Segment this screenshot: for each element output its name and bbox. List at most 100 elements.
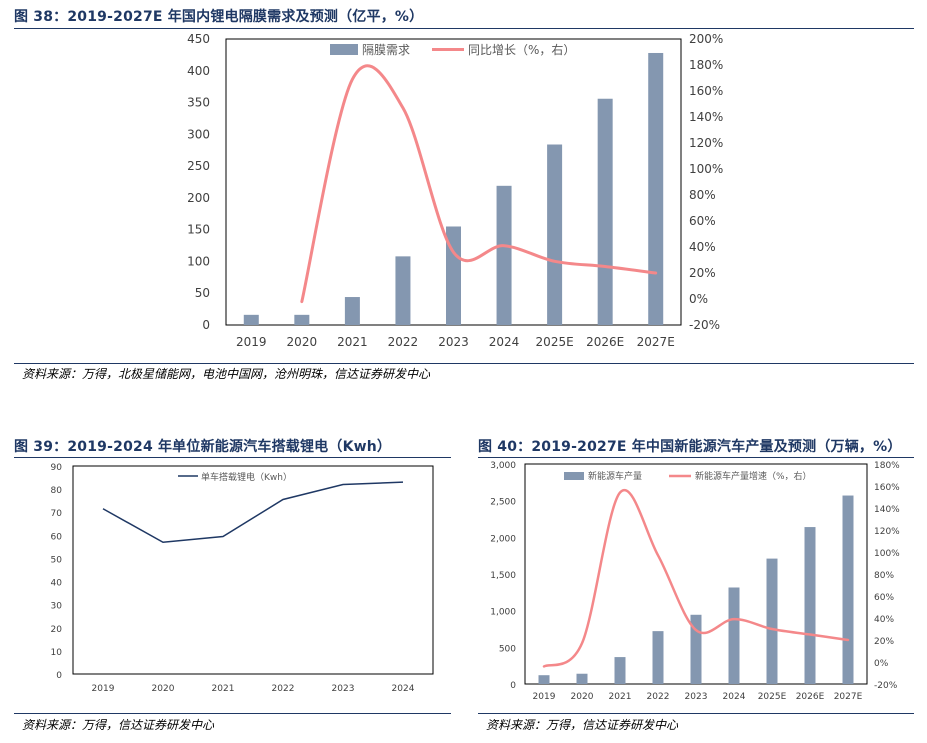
chart-39: 0 10 20 30 40 50 60 70 80 90 2019 2020 2021 2022 2023 2… <box>51 463 434 694</box>
figure-40-title: 图 40：2019-2027E 年中国新能源汽车产量及预测（万辆，%） <box>478 439 902 455</box>
y-left-tick-label: 0 <box>202 318 210 332</box>
figure-38-title-rule <box>14 28 914 29</box>
y-left-tick-label: 100 <box>187 254 210 268</box>
plot-frame <box>72 465 434 675</box>
x-tick-label: 2019 <box>92 684 115 694</box>
figure-39-source-rule <box>14 713 451 714</box>
figure-38-source-rule <box>14 363 914 364</box>
bar <box>652 631 664 684</box>
legend-line-label: 单车搭载锂电（Kwh） <box>201 471 292 483</box>
x-tick-label: 2026E <box>796 692 825 702</box>
y-right-tick-label: 180% <box>689 58 723 72</box>
bar <box>395 256 411 325</box>
y-right-tick-label: 140% <box>874 505 900 515</box>
x-tick-label: 2024 <box>392 684 415 694</box>
legend-bar-swatch <box>564 472 584 480</box>
bar <box>614 657 626 684</box>
y-tick-label: 20 <box>51 625 63 635</box>
bar <box>804 527 816 684</box>
x-tick-label: 2021 <box>212 684 235 694</box>
x-tick-label: 2022 <box>272 684 295 694</box>
y-tick-label: 70 <box>51 509 63 519</box>
growth-line <box>300 64 658 304</box>
y-right-tick-label: 100% <box>689 162 723 176</box>
bar <box>728 587 740 684</box>
bar <box>538 675 550 684</box>
y-left-tick-label: 350 <box>187 96 210 110</box>
y-left-tick-label: 2,000 <box>490 534 516 544</box>
y-tick-label: 30 <box>51 602 63 612</box>
y-right-tick-label: 60% <box>689 214 716 228</box>
y-right-tick-label: 20% <box>689 266 716 280</box>
figure-39-title-rule <box>14 457 451 458</box>
x-tick-label: 2027E <box>637 335 675 349</box>
chart-40: 0 500 1,000 1,500 2,000 2,500 3,000 -20% 0% 20% 40… <box>490 461 900 702</box>
x-tick-label: 2026E <box>586 335 624 349</box>
bar <box>547 144 563 325</box>
y-right-tick-label: 0% <box>689 292 708 306</box>
y-right-tick-label: 140% <box>689 110 723 124</box>
y-right-tick-label: 160% <box>689 84 723 98</box>
bar <box>496 185 512 325</box>
x-tick-label: 2020 <box>571 692 594 702</box>
x-tick-label: 2020 <box>287 335 318 349</box>
y-right-tick-label: 0% <box>874 659 889 669</box>
x-tick-label: 2019 <box>533 692 556 702</box>
y-tick-label: 10 <box>51 648 63 658</box>
y-right-tick-label: 180% <box>874 461 900 471</box>
y-right-tick-label: 160% <box>874 483 900 493</box>
x-tick-label: 2023 <box>332 684 355 694</box>
x-tick-label: 2025E <box>758 692 787 702</box>
y-right-tick-label: 80% <box>874 571 894 581</box>
growth-line <box>542 488 850 668</box>
y-left-tick-label: 150 <box>187 223 210 237</box>
legend-bar-label: 隔膜需求 <box>362 43 410 57</box>
y-right-tick-label: 80% <box>689 188 716 202</box>
x-tick-label: 2019 <box>236 335 267 349</box>
bar <box>576 673 588 684</box>
x-tick-label: 2023 <box>438 335 469 349</box>
y-tick-label: 40 <box>51 579 63 589</box>
x-tick-label: 2022 <box>388 335 419 349</box>
y-left-tick-label: 50 <box>195 286 210 300</box>
x-tick-label: 2023 <box>685 692 708 702</box>
x-tick-label: 2027E <box>834 692 863 702</box>
legend-bar-swatch <box>330 44 358 55</box>
y-left-tick-label: 300 <box>187 127 210 141</box>
y-left-tick-label: 250 <box>187 159 210 173</box>
y-right-tick-label: 100% <box>874 549 900 559</box>
y-left-tick-label: 1,500 <box>490 571 516 581</box>
bar <box>690 614 702 684</box>
bar <box>243 314 259 325</box>
y-right-tick-label: 200% <box>689 32 723 46</box>
bar <box>766 558 778 684</box>
y-left-tick-label: 200 <box>187 191 210 205</box>
kwh-line <box>102 481 404 544</box>
y-right-tick-label: 120% <box>689 136 723 150</box>
legend-line-label: 同比增长（%，右） <box>468 42 575 57</box>
y-left-tick-label: 400 <box>187 64 210 78</box>
figure-38-source: 资料来源：万得，北极星储能网，电池中国网，沧州明珠，信达证券研发中心 <box>22 367 431 381</box>
y-tick-label: 0 <box>56 671 62 681</box>
x-tick-label: 2021 <box>337 335 368 349</box>
y-left-tick-label: 450 <box>187 32 210 46</box>
bar <box>597 98 613 326</box>
y-tick-label: 50 <box>51 555 63 565</box>
x-tick-label: 2024 <box>489 335 520 349</box>
figure-40-source-rule <box>478 713 914 714</box>
bar <box>294 314 310 325</box>
figure-40-source: 资料来源：万得，信达证券研发中心 <box>486 718 679 732</box>
y-left-tick-label: 2,500 <box>490 498 516 508</box>
y-left-tick-label: 500 <box>499 644 516 654</box>
x-tick-label: 2022 <box>647 692 670 702</box>
y-right-tick-label: 60% <box>874 593 894 603</box>
chart-38: 0 50 100 150 200 250 300 350 400 450 -20% 0% 20% 40% 6… <box>187 32 723 349</box>
y-right-tick-label: 40% <box>874 615 894 625</box>
x-tick-label: 2024 <box>723 692 746 702</box>
figure-39-source: 资料来源：万得，信达证券研发中心 <box>22 718 215 732</box>
bar <box>648 52 664 325</box>
legend-bar-label: 新能源车产量 <box>588 470 642 482</box>
y-right-tick-label: 40% <box>689 240 716 254</box>
y-left-tick-label: 1,000 <box>490 608 516 618</box>
legend-line-label: 新能源车产量增速（%，右） <box>695 470 812 482</box>
